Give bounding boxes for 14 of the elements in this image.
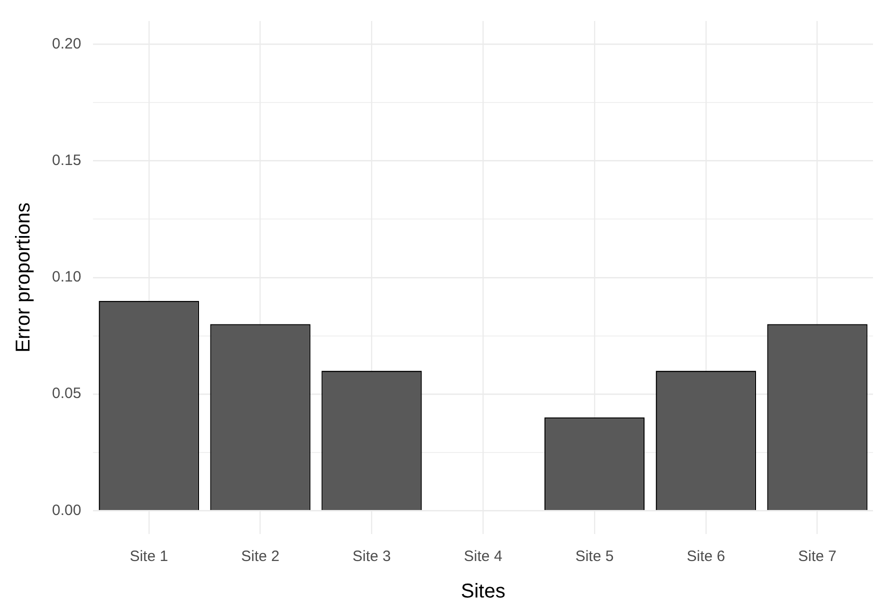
x-tick-label: Site 4 [464, 548, 502, 566]
y-tick-label: 0.00 [52, 502, 82, 519]
y-tick-label: 0.10 [52, 268, 82, 286]
y-tick-label: 0.20 [52, 35, 82, 52]
x-tick-label: Site 2 [241, 548, 280, 566]
x-axis-title: Sites [460, 580, 506, 603]
x-tick-label: Site 5 [575, 548, 614, 566]
y-tick-label: 0.05 [52, 385, 82, 402]
y-axis-title: Error proportions [12, 202, 35, 353]
y-tick-label: 0.15 [52, 152, 82, 170]
x-tick-label: Site 3 [352, 548, 391, 566]
x-tick-label: Site 1 [130, 548, 168, 566]
x-tick-label: Site 7 [798, 548, 836, 566]
x-tick-label: Site 6 [686, 548, 726, 566]
